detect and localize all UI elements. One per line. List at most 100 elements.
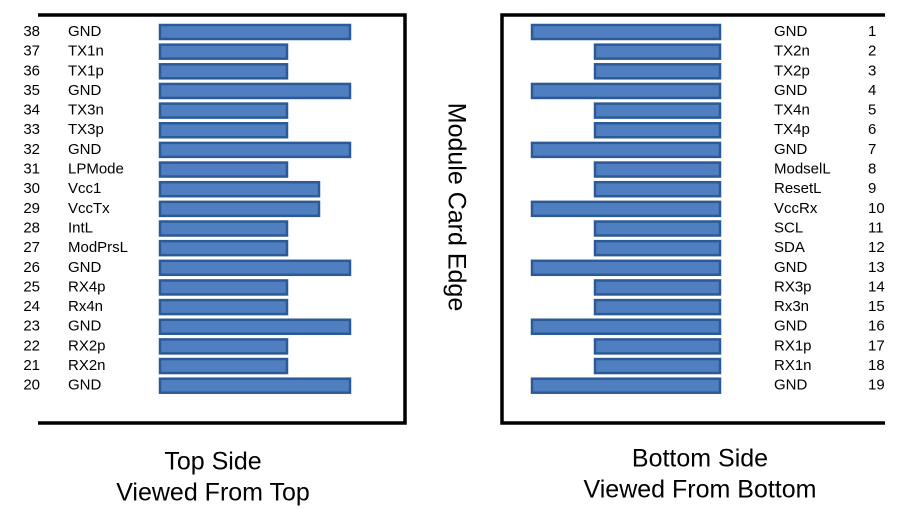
pin-number: 33 <box>23 121 40 138</box>
pin-number: 32 <box>23 141 40 158</box>
pad <box>158 161 289 178</box>
pin-number: 6 <box>868 121 876 138</box>
pad <box>158 338 289 355</box>
pin-label: ModPrsL <box>68 239 128 256</box>
pad <box>593 279 722 296</box>
pin-number: 20 <box>23 377 40 394</box>
pad <box>158 23 352 41</box>
pad <box>158 122 289 139</box>
pin-number: 4 <box>868 82 876 99</box>
pin-label: ModselL <box>774 161 831 178</box>
pin-number: 27 <box>23 239 40 256</box>
pad <box>530 377 722 394</box>
pin-label: GND <box>774 318 808 335</box>
pin-number: 19 <box>868 377 885 394</box>
pin-number: 1 <box>868 23 876 40</box>
pin-label: TX3p <box>68 121 104 138</box>
pad <box>530 259 722 277</box>
pin-label: RX1n <box>774 357 812 374</box>
pin-label: TX3n <box>68 102 104 119</box>
pin-number: 12 <box>868 239 885 256</box>
pin-label: GND <box>774 259 808 276</box>
pin-label: GND <box>774 82 808 99</box>
pad <box>158 377 352 394</box>
pin-number: 35 <box>23 82 40 99</box>
pin-number: 18 <box>868 357 885 374</box>
pin-number: 36 <box>23 62 40 79</box>
caption: Top Side <box>164 448 261 476</box>
pad <box>593 161 722 178</box>
pin-label: SCL <box>774 219 803 236</box>
pad <box>530 23 722 41</box>
pin-number: 11 <box>868 219 884 236</box>
pad <box>158 43 289 60</box>
pin-label: GND <box>68 82 102 99</box>
pad <box>158 141 352 159</box>
pin-number: 37 <box>23 43 40 60</box>
pin-label: TX2p <box>774 62 810 79</box>
pad <box>158 180 321 198</box>
pad <box>530 82 722 100</box>
pin-number: 7 <box>868 141 876 158</box>
pin-label: VccTx <box>68 200 110 217</box>
pin-number: 25 <box>23 278 40 295</box>
pad <box>593 298 722 316</box>
pin-label: GND <box>68 377 102 394</box>
pad <box>158 259 352 277</box>
pad <box>530 318 722 335</box>
pin-number: 29 <box>23 200 40 217</box>
pin-number: 26 <box>23 259 40 276</box>
pin-number: 15 <box>868 298 885 315</box>
pin-number: 10 <box>868 200 885 217</box>
pin-label: RX4p <box>68 278 106 295</box>
pad <box>158 357 289 375</box>
pad <box>593 180 722 198</box>
pad <box>530 141 722 159</box>
pad <box>530 200 722 218</box>
pin-number: 13 <box>868 259 885 276</box>
pin-label: RX3p <box>774 278 812 295</box>
pin-number: 34 <box>23 102 40 119</box>
pin-label: TX4p <box>774 121 810 138</box>
pin-number: 30 <box>23 180 40 197</box>
pin-number: 23 <box>23 318 40 335</box>
pin-number: 2 <box>868 43 876 60</box>
pin-number: 22 <box>23 337 40 354</box>
caption: Viewed From Top <box>116 479 310 507</box>
pad <box>158 82 352 100</box>
pin-number: 9 <box>868 180 876 197</box>
pad <box>158 279 289 296</box>
pad <box>593 43 722 60</box>
pad <box>593 63 722 80</box>
center-label: Module Card Edge <box>442 103 470 311</box>
pin-number: 17 <box>868 337 885 354</box>
pin-label: Rx3n <box>774 298 809 315</box>
pin-label: TX1n <box>68 43 104 60</box>
pin-label: Vcc1 <box>68 180 101 197</box>
pin-label: TX2n <box>774 43 810 60</box>
pad <box>593 122 722 139</box>
pin-number: 38 <box>23 23 40 40</box>
pin-label: RX2n <box>68 357 106 374</box>
pin-label: LPMode <box>68 161 124 178</box>
caption: Bottom Side <box>632 445 768 473</box>
pad <box>593 102 722 119</box>
pad <box>593 239 722 257</box>
pin-label: Rx4n <box>68 298 103 315</box>
pin-number: 21 <box>23 357 40 374</box>
pin-number: 16 <box>868 318 885 335</box>
pin-number: 3 <box>868 62 876 79</box>
pin-label: GND <box>68 141 102 158</box>
pin-label: GND <box>68 259 102 276</box>
pin-label: RX1p <box>774 337 812 354</box>
pad <box>158 220 289 237</box>
bottom-frame <box>500 13 885 425</box>
pad <box>158 102 289 119</box>
pad <box>158 239 289 257</box>
pin-number: 31 <box>23 161 40 178</box>
pad <box>593 338 722 355</box>
pad <box>593 357 722 375</box>
pad <box>158 63 289 80</box>
pin-label: GND <box>774 141 808 158</box>
